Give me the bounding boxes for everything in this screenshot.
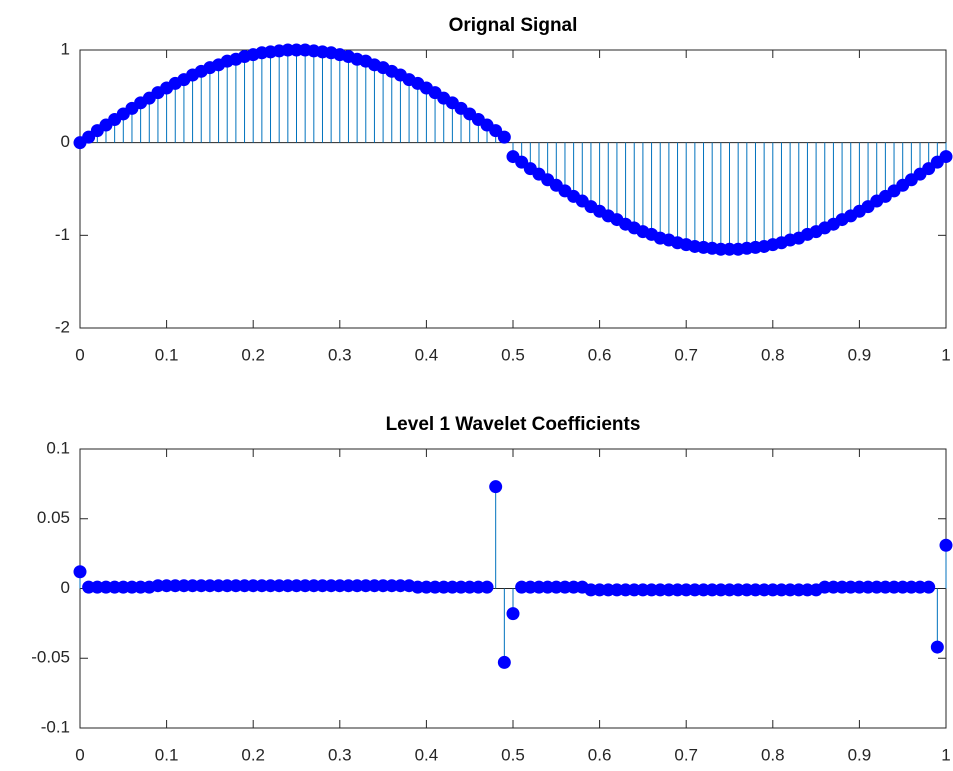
stem-marker [82, 130, 96, 144]
x-tick-label: 0.9 [848, 345, 872, 364]
x-tick-label: 0.2 [241, 745, 265, 764]
x-tick-label: 0.6 [588, 345, 612, 364]
stem-marker [73, 565, 87, 579]
x-tick-label: 0.8 [761, 345, 785, 364]
y-tick-label: -0.1 [41, 717, 70, 736]
stem-marker [489, 480, 503, 494]
x-tick-label: 0.1 [155, 745, 179, 764]
stem-marker [497, 655, 511, 669]
x-tick-label: 1 [941, 345, 950, 364]
x-tick-label: 0.3 [328, 745, 352, 764]
x-tick-label: 0.5 [501, 745, 525, 764]
x-tick-label: 1 [941, 745, 950, 764]
x-tick-label: 0.7 [674, 345, 698, 364]
stem-marker [922, 580, 936, 594]
x-tick-label: 0.9 [848, 745, 872, 764]
x-tick-label: 0.1 [155, 345, 179, 364]
x-tick-label: 0.7 [674, 745, 698, 764]
stem-marker [939, 150, 953, 164]
stem-marker [515, 155, 529, 169]
stem-marker [489, 124, 503, 138]
chart-title: Orignal Signal [449, 15, 578, 36]
y-tick-label: -0.05 [31, 648, 70, 667]
stem-marker [480, 580, 494, 594]
x-tick-label: 0.2 [241, 345, 265, 364]
x-tick-label: 0 [75, 345, 84, 364]
stem-marker [497, 130, 511, 144]
y-tick-label: 0.1 [46, 438, 70, 457]
stem-marker [939, 538, 953, 552]
y-tick-label: 0 [61, 578, 70, 597]
stem-marker [922, 162, 936, 176]
stem-marker [930, 640, 944, 654]
chart-title: Level 1 Wavelet Coefficients [386, 414, 641, 435]
y-tick-label: 0 [61, 132, 70, 151]
x-tick-label: 0.3 [328, 345, 352, 364]
x-tick-label: 0.8 [761, 745, 785, 764]
y-tick-label: -1 [55, 225, 70, 244]
stem-marker [506, 607, 520, 621]
x-tick-label: 0 [75, 745, 84, 764]
x-tick-label: 0.4 [415, 745, 439, 764]
y-tick-label: 1 [61, 39, 70, 58]
y-tick-label: 0.05 [37, 508, 70, 527]
x-tick-label: 0.6 [588, 745, 612, 764]
y-tick-label: -2 [55, 317, 70, 336]
x-tick-label: 0.4 [415, 345, 439, 364]
x-tick-label: 0.5 [501, 345, 525, 364]
axes-box [79, 49, 947, 329]
